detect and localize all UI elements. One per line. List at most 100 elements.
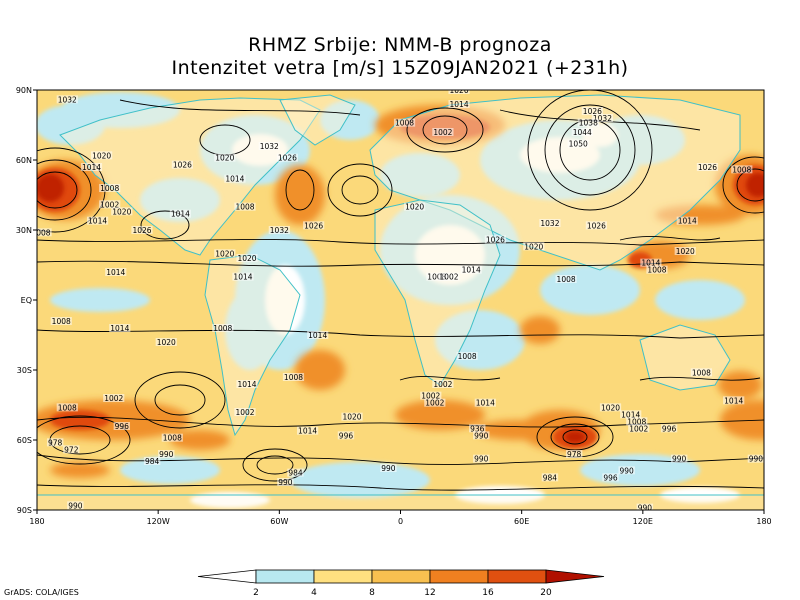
pressure-label-bg: [258, 142, 280, 150]
pressure-label: 990: [474, 431, 489, 440]
pressure-label: 1008: [52, 317, 71, 326]
pressure-label-bg: [567, 139, 589, 148]
pressure-label: 1014: [237, 380, 256, 389]
pressure-label: 1008: [163, 434, 182, 443]
pressure-label-bg: [690, 368, 712, 377]
pressure-label: 1014: [106, 268, 125, 277]
pressure-label-bg: [620, 410, 642, 419]
longitude-axis: 180 120W 60W 0 60E 120E 180: [29, 510, 772, 526]
pressure-label: 1014: [678, 217, 697, 226]
pressure-label: 1002: [100, 200, 119, 209]
pressure-label-bg: [571, 128, 593, 136]
lat-label: 60S: [17, 436, 32, 445]
pressure-label: 1020: [237, 254, 256, 263]
pressure-label-bg: [380, 464, 397, 472]
pressure-label-bg: [602, 473, 619, 482]
latitude-axis: 90N 60N 30N EQ 30S 60S 90S: [16, 86, 37, 515]
colorbar-segment: [255, 569, 315, 584]
pressure-label: 1026: [583, 107, 602, 116]
lat-label: 60N: [16, 156, 32, 165]
pressure-label-bg: [393, 118, 416, 127]
pressure-label-bg: [268, 226, 290, 234]
pressure-label-bg: [723, 396, 745, 405]
pressure-label: 996: [603, 473, 618, 482]
pressure-label-bg: [113, 422, 131, 430]
pressure-label: 990: [620, 466, 635, 475]
lon-label: 180: [29, 517, 44, 526]
pressure-label: 1002: [421, 392, 440, 401]
pressure-label: 1014: [450, 100, 469, 109]
colorbar-tick-label: 20: [540, 588, 552, 598]
pressure-label-bg: [86, 216, 109, 225]
extreme-wind-cores: [37, 173, 764, 443]
lon-label: 0: [398, 517, 403, 526]
pressure-label: 1032: [260, 142, 279, 151]
pressure-label: 1020: [601, 403, 620, 412]
pressure-label: 1020: [157, 338, 176, 347]
pressure-label-bg: [581, 107, 603, 115]
pressure-label-bg: [676, 216, 698, 225]
lon-label: 180: [756, 517, 771, 526]
pressure-label-bg: [618, 466, 635, 475]
lon-label: 60W: [270, 517, 288, 526]
colorbar-segment: [429, 569, 489, 584]
pressure-label-bg: [432, 380, 454, 388]
pressure-label-bg: [105, 268, 127, 276]
pressure-label-bg: [577, 118, 599, 127]
pressure-label-bg: [565, 450, 583, 458]
pressure-label: 1020: [92, 151, 111, 160]
pressure-label-bg: [111, 207, 133, 216]
pressure-label-bg: [131, 226, 153, 234]
pressure-label: 990: [672, 455, 687, 464]
pressure-label: 1050: [569, 140, 588, 149]
map-subtitle: Intenzitet vetra [m/s] 15Z09JAN2021 (+23…: [171, 57, 629, 79]
pressure-label: 1020: [524, 242, 543, 251]
colorbar-segment: [487, 569, 547, 584]
pressure-label-bg: [628, 424, 650, 433]
pressure-label-bg: [523, 242, 545, 251]
pressure-label: 1044: [573, 128, 592, 137]
pressure-label: 1032: [270, 226, 289, 235]
pressure-label: 990: [159, 450, 174, 459]
south-america-land: [204, 254, 301, 437]
pressure-label: 1032: [593, 114, 612, 123]
pressure-label-bg: [56, 95, 78, 104]
pressure-label-bg: [109, 324, 131, 332]
pressure-label: 1020: [342, 413, 361, 422]
pressure-label-bg: [555, 275, 577, 283]
pressure-label: 1020: [215, 249, 234, 258]
pressure-label: 1008: [213, 324, 232, 333]
pressure-label-bg: [473, 431, 490, 440]
pressure-label: 1008: [732, 165, 751, 174]
pressure-label-bg: [636, 503, 654, 510]
pressure-label: 996: [115, 422, 130, 431]
map-title: RHMZ Srbije: NMM-B prognoza: [248, 34, 552, 56]
colorbar-segment: [313, 569, 373, 584]
pressure-label-bg: [171, 160, 193, 169]
pressure-label-bg: [474, 398, 496, 407]
pressure-label-bg: [287, 468, 304, 477]
pressure-label-bg: [276, 153, 299, 162]
pressure-label: 1002: [104, 394, 123, 403]
pressure-label-bg: [214, 249, 236, 258]
pressure-label-bg: [646, 265, 668, 274]
pressure-label: 1020: [405, 203, 424, 212]
pressure-label: 996: [662, 424, 677, 433]
pressure-label: 1002: [235, 408, 254, 417]
pressure-label: 1008: [627, 417, 646, 426]
pressure-label-bg: [404, 202, 426, 211]
pressure-label: 1038: [579, 119, 598, 128]
pressure-label-bg: [236, 254, 258, 262]
colorbar-tick-label: 12: [424, 588, 435, 598]
lat-label: EQ: [21, 296, 32, 305]
africa-land: [374, 199, 501, 386]
pressure-label: 1002: [629, 424, 648, 433]
colorbar-tick-label: 2: [253, 588, 259, 598]
pressure-label: 1014: [462, 266, 481, 275]
pressure-label-bg: [155, 338, 177, 346]
pressure-label-bg: [37, 228, 52, 237]
pressure-label: 1026: [278, 154, 297, 163]
lat-label: 90N: [16, 86, 32, 95]
pressure-label: 1014: [298, 427, 317, 436]
